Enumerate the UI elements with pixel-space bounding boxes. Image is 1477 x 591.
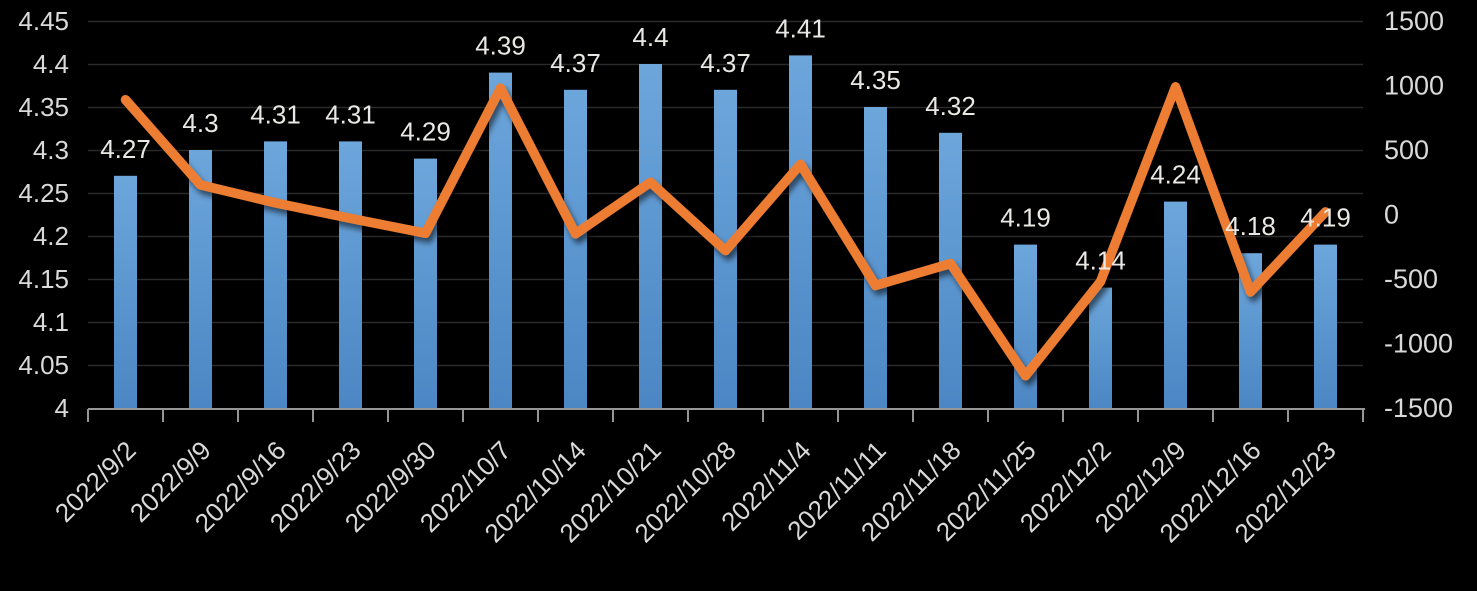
bar-data-label: 4.31: [325, 99, 376, 129]
right-axis-tick-label: -1500: [1384, 393, 1453, 423]
bar[interactable]: [1014, 244, 1037, 408]
x-axis-category-label: 2022/9/2: [49, 435, 142, 528]
bar-data-label: 4.24: [1150, 160, 1201, 190]
bar-data-labels: 4.27 4.3 4.31 4.31 4.29 4.39 4.37 4.4 4.37 4.41 4.…: [100, 13, 1351, 275]
bar-data-label: 4.29: [400, 117, 451, 147]
bar-series[interactable]: [114, 55, 1337, 409]
bar[interactable]: [489, 72, 512, 408]
bar-data-label: 4.37: [700, 48, 751, 78]
x-axis: [87, 408, 1365, 422]
x-axis-labels: 2022/9/22022/9/92022/9/162022/9/232022/9…: [49, 435, 1342, 548]
left-axis-tick-label: 4.2: [33, 221, 69, 251]
right-axis-tick-label: 500: [1384, 135, 1429, 165]
left-axis-tick-label: 4: [55, 393, 69, 423]
left-axis-tick-label: 4.45: [18, 6, 69, 36]
bar-data-label: 4.35: [850, 65, 901, 95]
bar[interactable]: [114, 175, 137, 408]
bar-data-label: 4.4: [632, 22, 668, 52]
right-axis-tick-label: 1000: [1384, 71, 1444, 101]
bar-data-label: 4.39: [475, 31, 526, 61]
bar-data-label: 4.32: [925, 91, 976, 121]
right-axis-tick-label: -1000: [1384, 329, 1453, 359]
bar-data-label: 4.27: [100, 134, 151, 164]
bar-data-label: 4.37: [550, 48, 601, 78]
left-axis-tick-label: 4.3: [33, 135, 69, 165]
left-axis-labels: 4.45 4.4 4.35 4.3 4.25 4.2 4.15 4.1 4.05 4: [18, 6, 69, 423]
left-axis-tick-label: 4.25: [18, 178, 69, 208]
left-axis-tick-label: 4.05: [18, 350, 69, 380]
left-axis-tick-label: 4.4: [33, 49, 69, 79]
bar-data-label: 4.19: [1000, 203, 1051, 233]
bar[interactable]: [339, 141, 362, 408]
bar[interactable]: [1089, 287, 1112, 408]
right-axis-labels: 1500 1000 500 0 -500 -1000 -1500: [1384, 6, 1453, 423]
bar[interactable]: [789, 55, 812, 409]
bar[interactable]: [189, 150, 212, 408]
bar-data-label: 4.41: [775, 13, 826, 43]
bar[interactable]: [1314, 244, 1337, 408]
bar[interactable]: [864, 107, 887, 408]
bar[interactable]: [264, 141, 287, 408]
line-series[interactable]: [120, 82, 1331, 381]
bar[interactable]: [564, 89, 587, 409]
right-axis-tick-label: 1500: [1384, 6, 1444, 36]
bar-data-label: 4.3: [182, 108, 218, 138]
bar[interactable]: [639, 64, 662, 408]
left-axis-tick-label: 4.35: [18, 92, 69, 122]
bar-data-label: 4.14: [1075, 246, 1126, 276]
left-axis-tick-label: 4.1: [33, 307, 69, 337]
right-axis-tick-label: 0: [1384, 200, 1399, 230]
bar-data-label: 4.31: [250, 99, 301, 129]
bar[interactable]: [1164, 201, 1187, 408]
bar-data-label: 4.19: [1300, 203, 1351, 233]
left-axis-tick-label: 4.15: [18, 264, 69, 294]
right-axis-tick-label: -500: [1384, 264, 1438, 294]
bar-data-label: 4.18: [1225, 211, 1276, 241]
bar[interactable]: [414, 158, 437, 408]
